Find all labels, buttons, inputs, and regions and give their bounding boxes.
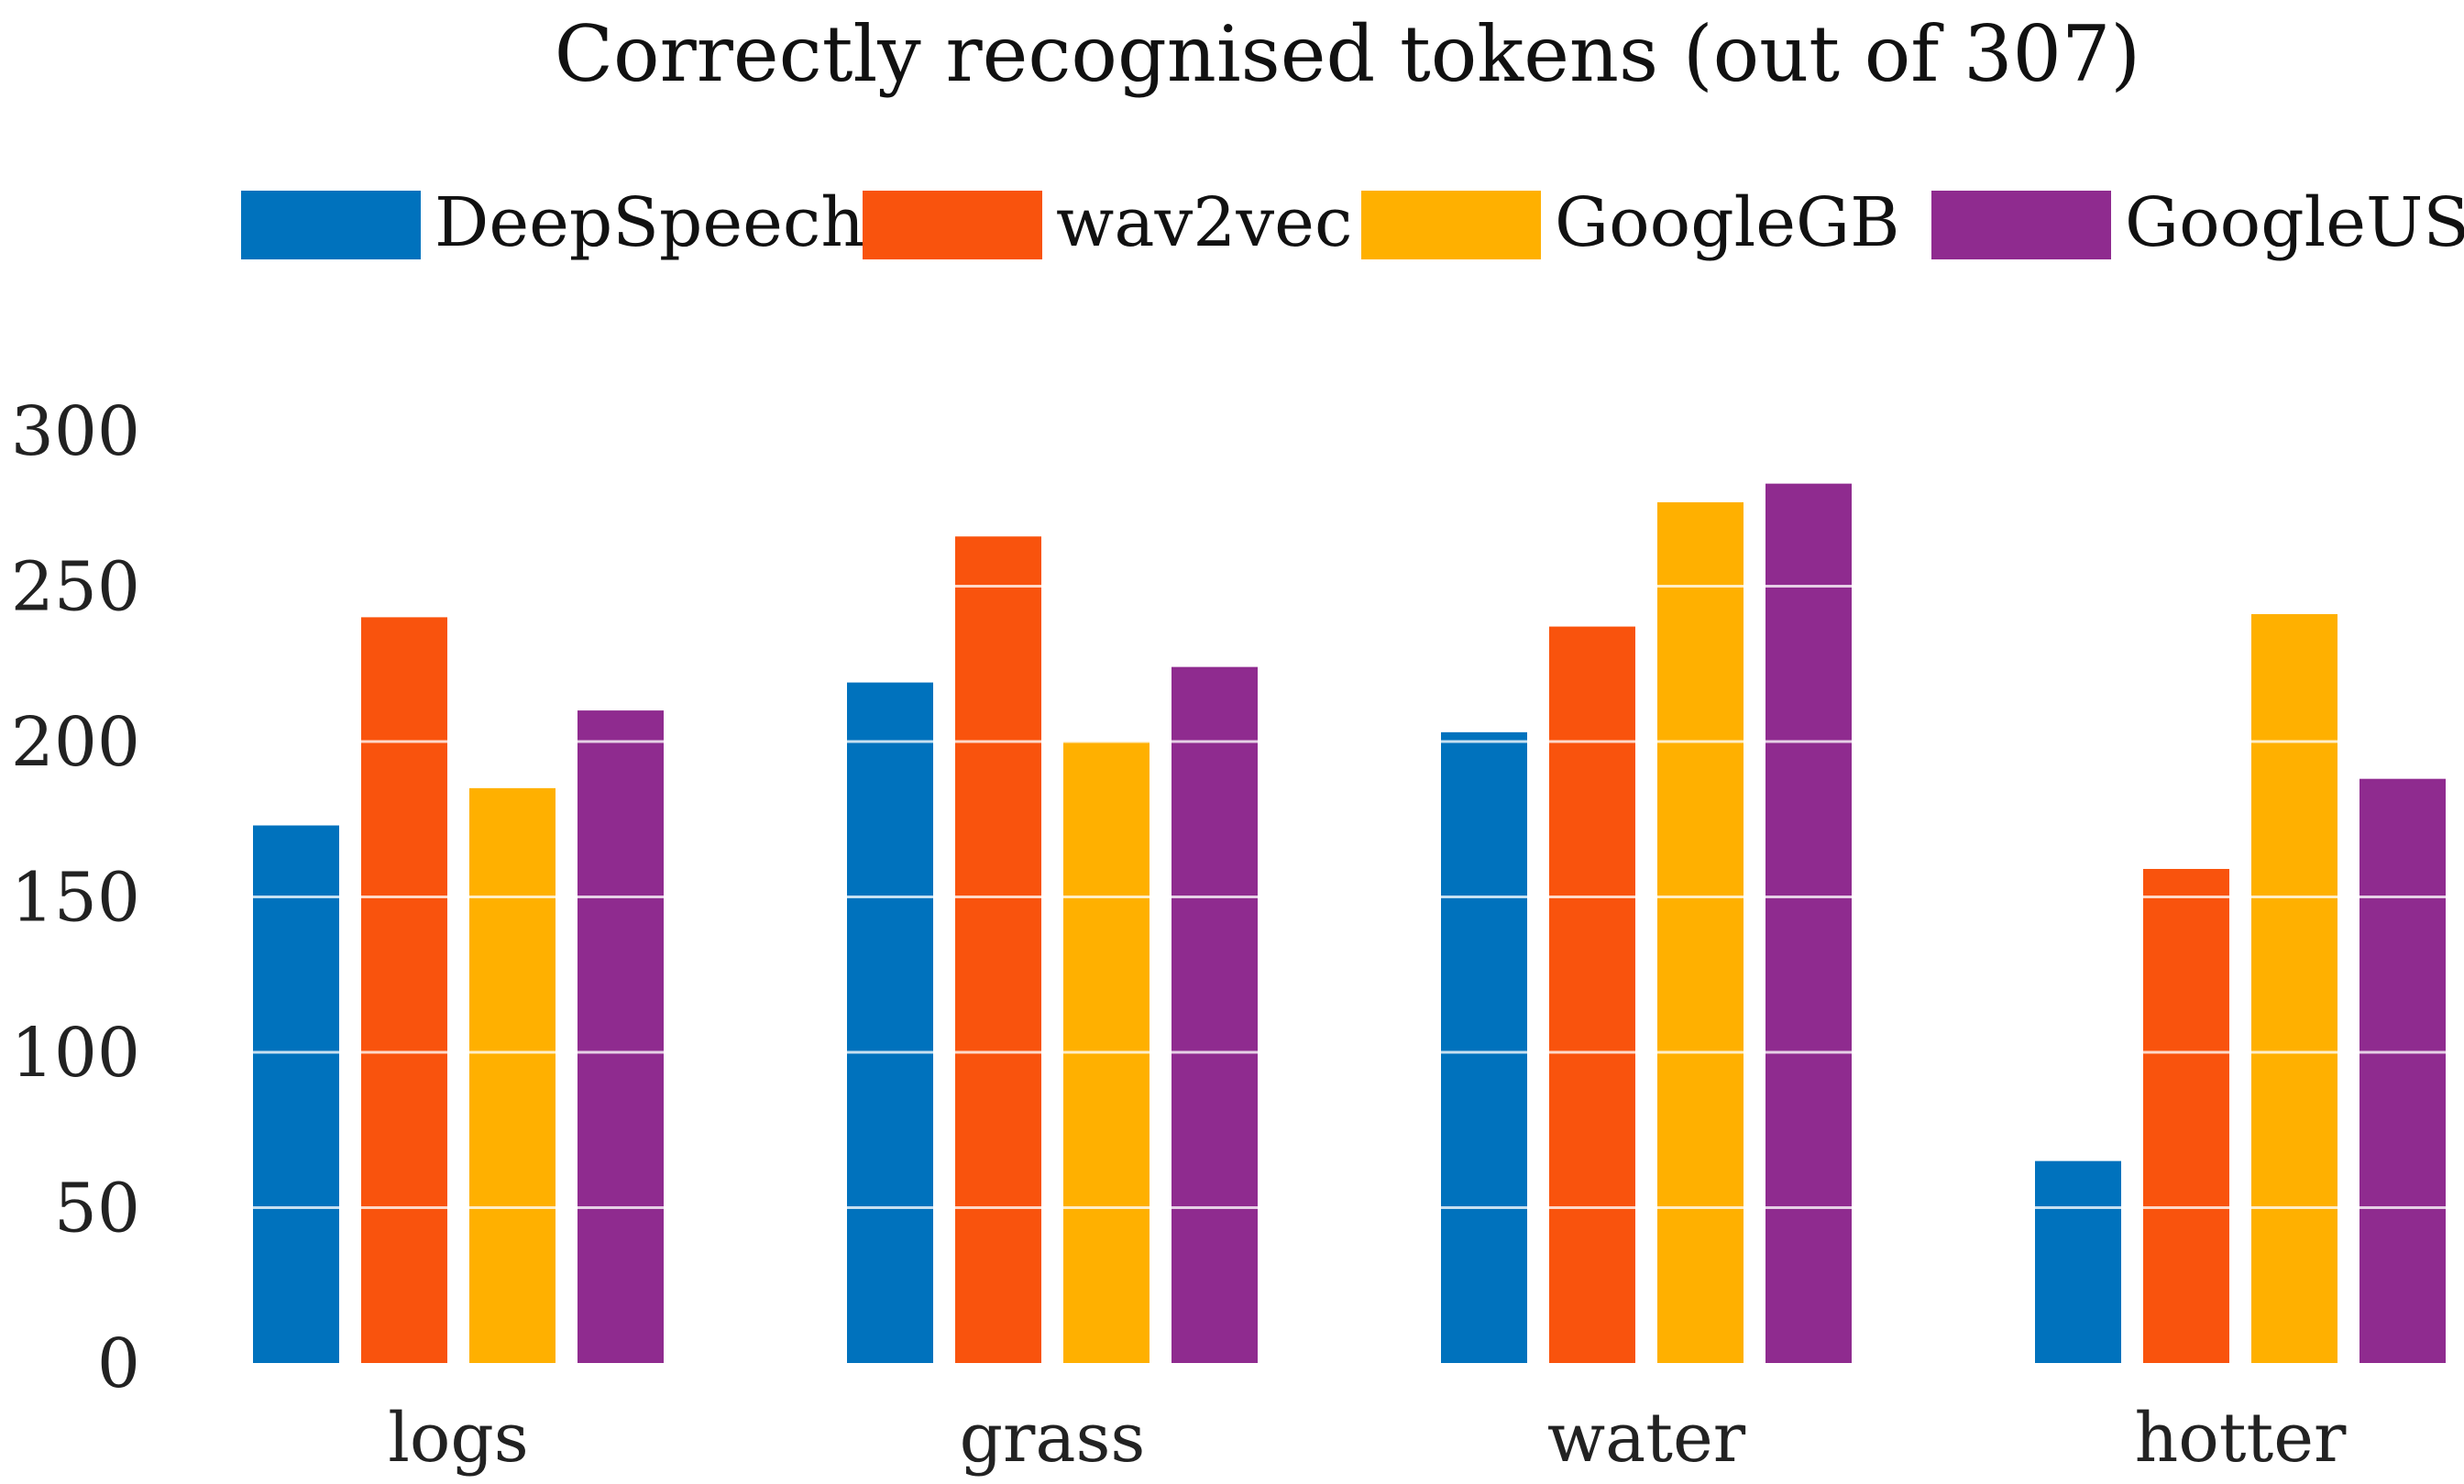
y-tick-label-50: 50 [54,1170,140,1248]
legend-label-deepspeech: DeepSpeech [434,183,864,262]
legend-swatch-googleus [1931,191,2111,259]
x-axis: logs grass water hotter [388,1399,2347,1478]
legend-label-googlegb: GoogleGB [1555,183,1900,262]
legend-label-wav2vec: wav2vec [1056,183,1352,262]
legend-swatch-wav2vec [863,191,1042,259]
bar-hotter-googleus [2360,778,2446,1363]
bar-water-wav2vec [1549,626,1635,1363]
y-tick-label-150: 150 [11,859,140,938]
y-axis: 0 50 100 150 200 250 300 [11,392,140,1403]
legend-swatch-deepspeech [241,191,421,259]
category-label-grass: grass [960,1399,1146,1478]
bar-hotter-deepspeech [2035,1160,2121,1363]
y-tick-label-200: 200 [11,703,140,782]
y-tick-label-250: 250 [11,548,140,627]
bar-logs-deepspeech [253,825,339,1363]
category-label-water: water [1547,1399,1746,1478]
legend-swatch-googlegb [1361,191,1541,259]
bar-logs-googlegb [469,787,556,1363]
gridlines [253,429,2446,1209]
y-tick-label-0: 0 [97,1325,140,1403]
bar-hotter-wav2vec [2143,868,2229,1363]
y-tick-label-100: 100 [11,1014,140,1093]
legend: DeepSpeech wav2vec GoogleGB GoogleUS [241,183,2464,262]
chart-title: Correctly recognised tokens (out of 307) [555,9,2140,99]
bar-hotter-googlegb [2251,614,2338,1363]
bars [253,483,2446,1363]
bar-grass-deepspeech [847,682,933,1363]
bar-logs-googleus [578,710,664,1363]
bar-grass-googleus [1172,666,1258,1363]
legend-label-googleus: GoogleUS [2125,183,2464,262]
category-label-hotter: hotter [2135,1399,2347,1478]
bar-water-googlegb [1657,501,1744,1363]
category-label-logs: logs [388,1399,529,1478]
bar-water-deepspeech [1441,731,1527,1363]
bar-logs-wav2vec [361,617,447,1363]
y-tick-label-300: 300 [11,392,140,471]
bar-grass-wav2vec [955,536,1041,1363]
bar-water-googleus [1766,483,1852,1363]
